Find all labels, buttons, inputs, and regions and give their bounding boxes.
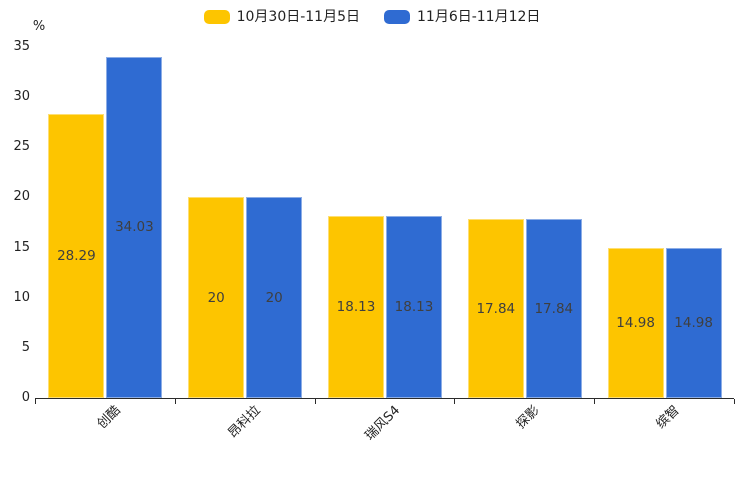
legend-item-label: 10月30日-11月5日 [236, 9, 360, 25]
y-axis-tick-label: 15 [13, 239, 30, 255]
x-axis-tick [734, 399, 735, 404]
x-axis-tick [454, 399, 456, 404]
legend-swatch-icon [203, 10, 230, 24]
x-axis-category-label: 缤智 [653, 403, 683, 433]
bar-value-label: 18.13 [336, 299, 376, 316]
legend-swatch-icon [384, 10, 410, 24]
bar-value-label: 34.03 [115, 219, 154, 236]
legend-item-0[interactable]: 10月30日-11月5日 [203, 8, 360, 26]
bar-value-label: 28.29 [57, 248, 96, 265]
bar-series1-探影 [467, 219, 524, 398]
legend-item-1[interactable]: 11月6日-11月12日 [384, 8, 540, 26]
x-axis-line [35, 398, 734, 399]
bar-value-label: 14.98 [674, 314, 713, 331]
bar-series1-创酷 [48, 114, 105, 398]
bar-value-label: 17.84 [534, 300, 574, 317]
x-axis-category-label: 探影 [513, 403, 543, 433]
x-axis-tick [35, 399, 36, 404]
bar-value-label: 17.84 [476, 300, 516, 317]
y-axis-tick-label: 25 [13, 139, 30, 155]
bar-value-label: 14.98 [616, 314, 655, 331]
legend-item-label: 11月6日-11月12日 [417, 9, 541, 25]
bar-series2-创酷 [106, 56, 163, 398]
x-axis-category-label: 瑞风S4 [362, 403, 404, 444]
bar-value-label: 18.13 [394, 299, 434, 316]
x-axis-category-label: 昂科拉 [225, 403, 264, 442]
x-axis-tick [594, 399, 596, 404]
y-axis-tick-label: 35 [13, 39, 30, 54]
x-axis-tick [174, 399, 176, 404]
y-axis-tick-label: 5 [21, 339, 30, 355]
bar-series2-瑞风S4 [386, 216, 442, 398]
y-axis-tick-label: 0 [21, 390, 30, 405]
bar-series1-昂科拉 [188, 197, 245, 398]
bar-value-label: 20 [207, 289, 225, 306]
x-axis-category-label: 创酷 [94, 403, 124, 433]
bar-value-label: 20 [265, 289, 283, 306]
bar-series2-缤智 [665, 247, 722, 398]
x-axis-tick [314, 399, 316, 404]
bar-series2-探影 [525, 219, 582, 398]
bar-series1-瑞风S4 [328, 216, 384, 398]
legend: 10月30日-11月5日 11月6日-11月12日 [0, 8, 744, 26]
y-axis-tick-label: 30 [13, 89, 30, 105]
bar-series2-昂科拉 [246, 197, 303, 398]
y-axis-unit-label: % [32, 19, 46, 34]
y-axis-tick-label: 10 [13, 289, 30, 305]
y-axis-tick-label: 20 [13, 189, 30, 205]
bar-series1-缤智 [607, 247, 664, 398]
